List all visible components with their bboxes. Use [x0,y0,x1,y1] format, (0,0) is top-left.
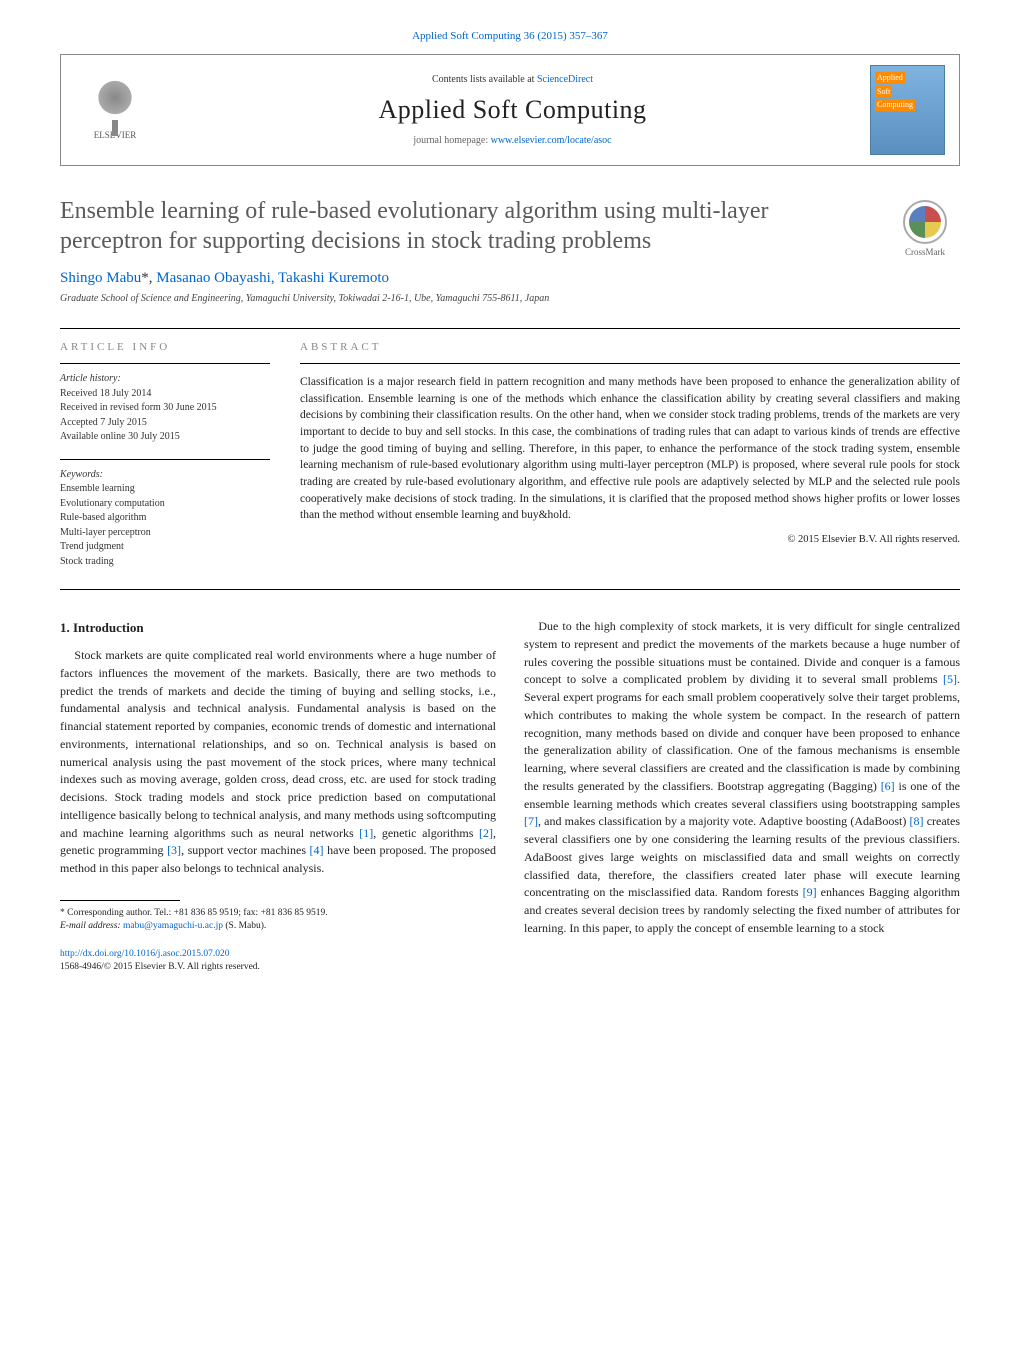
intro-text-1b: , genetic algorithms [373,826,479,840]
masthead-center: Contents lists available at ScienceDirec… [155,74,870,146]
ref-link-1[interactable]: [1] [359,826,373,840]
body-right-column: Due to the high complexity of stock mark… [524,618,960,974]
journal-masthead: ELSEVIER Contents lists available at Sci… [60,54,960,166]
history-revised: Received in revised form 30 June 2015 [60,402,217,413]
ref-link-2[interactable]: [2] [479,826,493,840]
keywords-title: Keywords: [60,469,103,480]
homepage-line: journal homepage: www.elsevier.com/locat… [155,135,870,146]
header-citation: Applied Soft Computing 36 (2015) 357–367 [60,30,960,42]
ref-link-6[interactable]: [6] [881,779,895,793]
keyword-1: Ensemble learning [60,483,135,494]
crossmark-label: CrossMark [905,247,945,257]
ref-link-5[interactable]: [5] [943,672,957,686]
intro-paragraph-right: Due to the high complexity of stock mark… [524,618,960,938]
keyword-2: Evolutionary computation [60,498,165,509]
ref-link-8[interactable]: [8] [910,814,924,828]
journal-name: Applied Soft Computing [155,95,870,125]
cover-word-2: Soft [875,86,892,98]
ref-link-9[interactable]: [9] [803,885,817,899]
corresponding-asterisk: *, [141,270,156,286]
info-rule [60,363,270,364]
corresponding-footnote: * Corresponding author. Tel.: +81 836 85… [60,907,496,934]
elsevier-tree-icon [90,80,140,130]
intro-text-rb: . Several expert programs for each small… [524,672,960,793]
keyword-6: Stock trading [60,556,114,567]
paper-title: Ensemble learning of rule-based evolutio… [60,196,870,256]
article-history: Article history: Received 18 July 2014 R… [60,372,270,445]
journal-cover-thumbnail: Applied Soft Computing [870,65,945,155]
rule-bottom [60,589,960,590]
citation-link[interactable]: Applied Soft Computing 36 (2015) 357–367 [412,30,608,42]
doi-link[interactable]: http://dx.doi.org/10.1016/j.asoc.2015.07… [60,949,230,959]
history-title: Article history: [60,373,121,384]
abstract-text: Classification is a major research field… [300,374,960,524]
ref-link-4[interactable]: [4] [310,843,324,857]
section-heading-intro: 1. Introduction [60,618,496,637]
body-two-columns: 1. Introduction Stock markets are quite … [60,618,960,974]
abstract-column: ABSTRACT Classification is a major resea… [300,341,960,583]
contents-prefix: Contents lists available at [432,74,537,85]
ref-link-3[interactable]: [3] [167,843,181,857]
abstract-copyright: © 2015 Elsevier B.V. All rights reserved… [300,534,960,545]
intro-text-1a: Stock markets are quite complicated real… [60,648,496,840]
ref-link-7[interactable]: [7] [524,814,538,828]
keywords-block: Keywords: Ensemble learning Evolutionary… [60,468,270,570]
homepage-link[interactable]: www.elsevier.com/locate/asoc [491,135,612,146]
corr-author-line: * Corresponding author. Tel.: +81 836 85… [60,908,328,918]
article-info-column: ARTICLE INFO Article history: Received 1… [60,341,270,583]
keyword-5: Trend judgment [60,541,124,552]
body-left-column: 1. Introduction Stock markets are quite … [60,618,496,974]
intro-text-1d: , support vector machines [181,843,309,857]
email-suffix: (S. Mabu). [223,921,266,931]
history-online: Available online 30 July 2015 [60,431,180,442]
email-label: E-mail address: [60,921,123,931]
history-received: Received 18 July 2014 [60,388,151,399]
contents-line: Contents lists available at ScienceDirec… [155,74,870,85]
crossmark-icon [903,200,947,244]
rule-top [60,328,960,329]
publisher-logo: ELSEVIER [75,70,155,150]
keyword-3: Rule-based algorithm [60,512,146,523]
intro-paragraph-left: Stock markets are quite complicated real… [60,647,496,878]
crossmark-badge[interactable]: CrossMark [890,200,960,257]
issn-copyright: 1568-4946/© 2015 Elsevier B.V. All right… [60,962,260,972]
keyword-4: Multi-layer perceptron [60,527,151,538]
history-accepted: Accepted 7 July 2015 [60,417,147,428]
homepage-prefix: journal homepage: [413,135,490,146]
affiliation: Graduate School of Science and Engineeri… [60,293,870,304]
author-list: Shingo Mabu*, Masanao Obayashi, Takashi … [60,270,870,287]
corr-email-link[interactable]: mabu@yamaguchi-u.ac.jp [123,921,223,931]
intro-text-ra: Due to the high complexity of stock mark… [524,619,960,686]
author-link-1[interactable]: Shingo Mabu [60,270,141,286]
article-info-label: ARTICLE INFO [60,341,270,353]
author-link-2[interactable]: Masanao Obayashi, [156,270,278,286]
sciencedirect-link[interactable]: ScienceDirect [537,74,593,85]
info-rule-2 [60,459,270,460]
abstract-rule [300,363,960,364]
intro-text-rd: , and makes classification by a majority… [538,814,910,828]
footnote-separator [60,900,180,901]
author-link-3[interactable]: Takashi Kuremoto [278,270,389,286]
cover-word-3: Computing [875,99,915,111]
cover-word-1: Applied [875,72,905,84]
footer-links: http://dx.doi.org/10.1016/j.asoc.2015.07… [60,948,496,975]
abstract-label: ABSTRACT [300,341,960,353]
